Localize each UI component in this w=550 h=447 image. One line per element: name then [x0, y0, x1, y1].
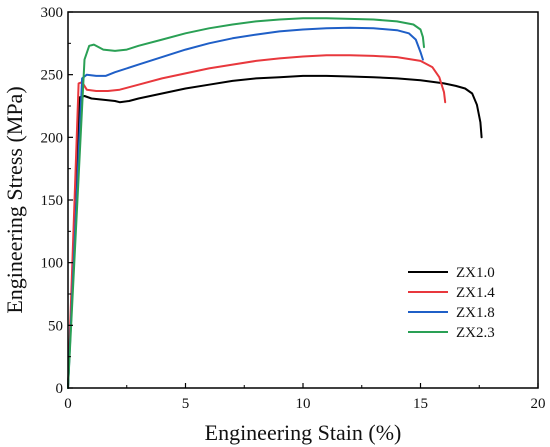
y-axis-title: Engineering Stress (MPa) — [2, 86, 27, 313]
series-lines — [67, 17, 483, 389]
x-axis-title: Engineering Stain (%) — [205, 420, 402, 445]
series-line-zx1-0 — [67, 74, 483, 389]
legend: ZX1.0 ZX1.4 ZX1.8 ZX2.3 — [408, 265, 495, 341]
x-tick-label: 20 — [531, 396, 546, 412]
x-axis-ticks: 0 5 10 15 20 — [64, 383, 546, 412]
x-tick-label: 0 — [64, 396, 72, 412]
y-tick-label: 100 — [41, 256, 64, 272]
y-axis-ticks: 0 50 100 150 200 250 300 — [41, 5, 73, 397]
legend-label-zx1-4: ZX1.4 — [456, 285, 495, 301]
y-tick-label: 250 — [41, 68, 64, 84]
legend-label-zx1-0: ZX1.0 — [456, 265, 495, 281]
y-tick-label: 300 — [41, 5, 64, 21]
series-line-zx2-3 — [67, 17, 425, 389]
legend-label-zx1-8: ZX1.8 — [456, 305, 495, 321]
x-tick-label: 5 — [182, 396, 190, 412]
series-line-zx1-4 — [67, 54, 447, 389]
series-line-zx1-8 — [67, 26, 424, 389]
y-tick-label: 200 — [41, 130, 64, 146]
y-tick-label: 0 — [56, 381, 64, 397]
x-tick-label: 10 — [296, 396, 311, 412]
legend-label-zx2-3: ZX2.3 — [456, 325, 495, 341]
x-tick-label: 15 — [413, 396, 428, 412]
y-tick-label: 150 — [41, 193, 64, 209]
y-tick-label: 50 — [48, 318, 63, 334]
